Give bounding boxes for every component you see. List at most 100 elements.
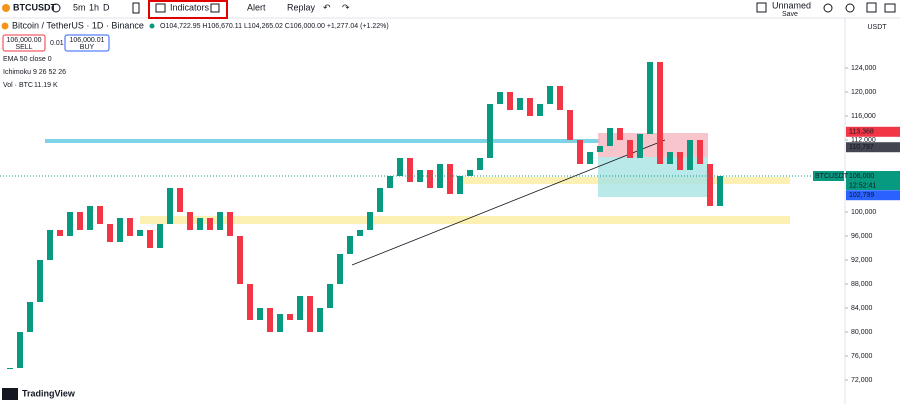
sell-price: 106,000.00 bbox=[6, 37, 41, 44]
sell-button[interactable] bbox=[2, 34, 46, 52]
price-label: 113,368 bbox=[849, 129, 874, 136]
candle bbox=[627, 140, 633, 158]
candle bbox=[467, 170, 473, 176]
tick-label: 76,000 bbox=[851, 353, 873, 360]
candle bbox=[307, 296, 313, 332]
candle bbox=[157, 224, 163, 248]
buy-label: BUY bbox=[80, 44, 95, 51]
candle bbox=[227, 212, 233, 236]
price-label-box bbox=[846, 190, 900, 201]
legend-icon bbox=[1, 22, 9, 30]
spread: 0.01 bbox=[50, 40, 64, 47]
candle bbox=[597, 146, 603, 152]
resistance-line bbox=[45, 139, 600, 143]
interval[interactable]: D bbox=[103, 2, 110, 12]
candle bbox=[357, 230, 363, 236]
highlight-box bbox=[148, 0, 228, 19]
symbol-icon bbox=[2, 4, 10, 12]
buy-button[interactable] bbox=[64, 34, 110, 52]
tick-label: 96,000 bbox=[851, 233, 873, 240]
candle bbox=[517, 98, 523, 110]
candle bbox=[667, 152, 673, 164]
candle bbox=[287, 314, 293, 320]
fullscreen[interactable] bbox=[866, 2, 877, 13]
candle bbox=[7, 368, 13, 369]
tick-label: 120,000 bbox=[851, 89, 876, 96]
price-label: 106,000 bbox=[849, 173, 874, 180]
volume-legend: Vol · BTC bbox=[3, 82, 33, 89]
candle bbox=[267, 308, 273, 332]
candle bbox=[707, 164, 713, 206]
candle bbox=[637, 134, 643, 158]
candle bbox=[577, 140, 583, 164]
candle bbox=[427, 170, 433, 188]
indicators-button[interactable]: Indicators bbox=[170, 2, 210, 12]
logo-icon bbox=[2, 388, 18, 400]
candle bbox=[67, 212, 73, 236]
candle bbox=[617, 128, 623, 140]
candle bbox=[147, 230, 153, 248]
candle bbox=[587, 152, 593, 164]
chart-type[interactable] bbox=[132, 2, 140, 14]
candle bbox=[327, 284, 333, 308]
templates[interactable] bbox=[210, 3, 220, 13]
candle bbox=[457, 176, 463, 194]
replay-button[interactable]: Replay bbox=[287, 2, 316, 12]
save[interactable]: Save bbox=[782, 11, 798, 18]
tick-label: 112,000 bbox=[851, 137, 876, 144]
candle bbox=[447, 164, 453, 194]
candle bbox=[17, 332, 23, 368]
price-label-box bbox=[846, 171, 900, 181]
candle bbox=[97, 206, 103, 224]
settings[interactable] bbox=[845, 3, 855, 13]
undo[interactable]: ↶ bbox=[323, 2, 331, 12]
ichimoku-legend: Ichimoku 9 26 52 26 bbox=[3, 69, 66, 76]
price-label: 102,799 bbox=[849, 192, 874, 199]
candle bbox=[367, 212, 373, 230]
countdown-box bbox=[846, 181, 900, 190]
buy-price: 106,000.01 bbox=[69, 37, 104, 44]
tick-label: 80,000 bbox=[851, 329, 873, 336]
candle bbox=[487, 104, 493, 158]
candle bbox=[647, 62, 653, 134]
candle bbox=[127, 218, 133, 236]
candle bbox=[277, 314, 283, 332]
symbol[interactable]: BTCUSDT bbox=[13, 2, 56, 12]
candle bbox=[677, 152, 683, 170]
candle bbox=[557, 86, 563, 110]
candle bbox=[77, 212, 83, 230]
candle bbox=[107, 224, 113, 242]
search[interactable] bbox=[823, 3, 833, 13]
candle bbox=[657, 62, 663, 164]
candle bbox=[537, 104, 543, 116]
candle bbox=[497, 92, 503, 104]
candle bbox=[567, 110, 573, 140]
market-status bbox=[149, 23, 155, 29]
sell-label: SELL bbox=[15, 44, 32, 51]
candle bbox=[177, 188, 183, 212]
redo[interactable]: ↷ bbox=[342, 2, 350, 12]
candle bbox=[507, 92, 513, 110]
price-label-box bbox=[846, 142, 900, 153]
candle bbox=[117, 218, 123, 242]
candle bbox=[717, 176, 723, 206]
add-symbol[interactable] bbox=[51, 3, 61, 13]
interval[interactable]: 1h bbox=[89, 2, 99, 12]
layout-name[interactable]: Unnamed bbox=[772, 0, 811, 10]
candle bbox=[37, 260, 43, 302]
candle bbox=[547, 86, 553, 104]
toolbar bbox=[0, 0, 900, 18]
ema-legend: EMA 50 close 0 bbox=[3, 56, 52, 63]
candle bbox=[377, 188, 383, 212]
interval[interactable]: 5m bbox=[73, 2, 86, 12]
alert-button[interactable]: Alert bbox=[247, 2, 266, 12]
tick-label: 88,000 bbox=[851, 281, 873, 288]
price-axis: 124,000 120,000 116,000 112,000 100,000 96,00… bbox=[0, 65, 900, 384]
candle bbox=[187, 212, 193, 230]
candle bbox=[337, 254, 343, 284]
snapshot[interactable] bbox=[884, 3, 896, 13]
candle bbox=[167, 188, 173, 224]
checkbox[interactable] bbox=[756, 2, 767, 13]
candle bbox=[527, 98, 533, 116]
